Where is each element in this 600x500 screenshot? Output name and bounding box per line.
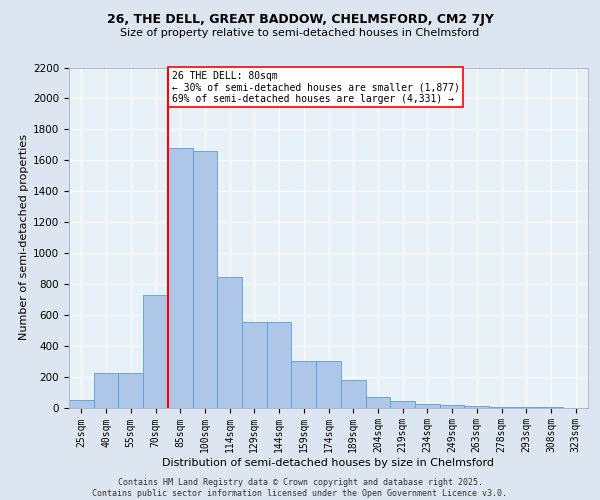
Bar [118, 372, 143, 408]
Bar [242, 322, 267, 408]
Text: Size of property relative to semi-detached houses in Chelmsford: Size of property relative to semi-detach… [121, 28, 479, 38]
Bar [94, 372, 118, 408]
Bar [217, 277, 242, 407]
Text: Contains HM Land Registry data © Crown copyright and database right 2025.
Contai: Contains HM Land Registry data © Crown c… [92, 478, 508, 498]
Text: 26 THE DELL: 80sqm
← 30% of semi-detached houses are smaller (1,877)
69% of semi: 26 THE DELL: 80sqm ← 30% of semi-detache… [172, 70, 460, 104]
Bar [316, 361, 341, 408]
Bar [69, 400, 94, 407]
Bar [267, 322, 292, 408]
Bar [168, 148, 193, 407]
Bar [193, 151, 217, 407]
Bar [365, 398, 390, 407]
Bar [440, 405, 464, 407]
X-axis label: Distribution of semi-detached houses by size in Chelmsford: Distribution of semi-detached houses by … [163, 458, 494, 468]
Bar [489, 406, 514, 408]
Bar [464, 406, 489, 407]
Bar [390, 402, 415, 407]
Bar [415, 404, 440, 407]
Bar [292, 361, 316, 408]
Bar [341, 380, 365, 407]
Text: 26, THE DELL, GREAT BADDOW, CHELMSFORD, CM2 7JY: 26, THE DELL, GREAT BADDOW, CHELMSFORD, … [107, 12, 493, 26]
Y-axis label: Number of semi-detached properties: Number of semi-detached properties [19, 134, 29, 340]
Bar [143, 296, 168, 408]
